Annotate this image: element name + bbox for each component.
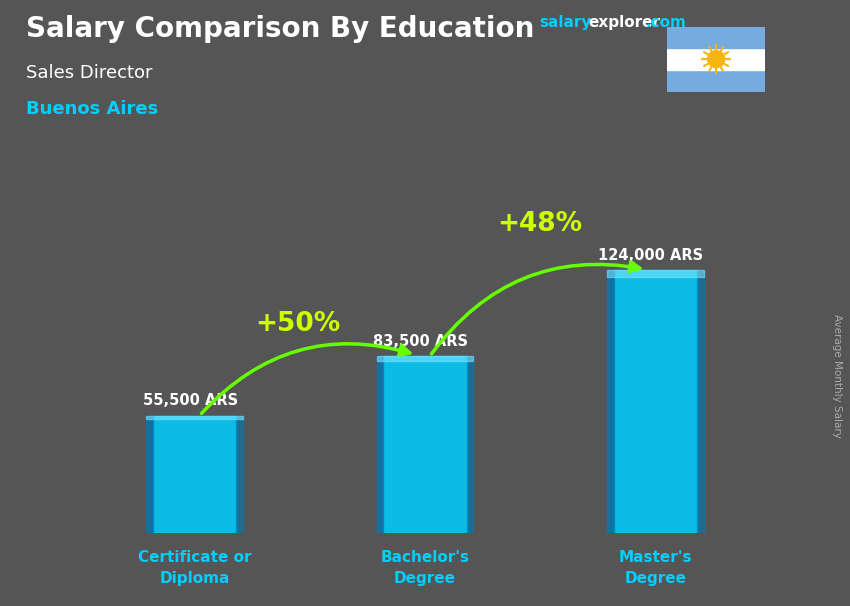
Circle shape bbox=[708, 51, 724, 67]
Bar bbox=[236, 416, 243, 533]
Bar bbox=[667, 48, 765, 70]
Text: 83,500 ARS: 83,500 ARS bbox=[373, 334, 468, 348]
Text: .com: .com bbox=[645, 15, 686, 30]
Text: 124,000 ARS: 124,000 ARS bbox=[598, 248, 703, 263]
Bar bbox=[667, 70, 765, 92]
Bar bbox=[377, 356, 383, 533]
Text: 55,500 ARS: 55,500 ARS bbox=[143, 393, 238, 408]
Bar bbox=[146, 416, 243, 419]
Text: +50%: +50% bbox=[256, 311, 341, 336]
Text: Salary Comparison By Education: Salary Comparison By Education bbox=[26, 15, 534, 43]
Text: salary: salary bbox=[540, 15, 592, 30]
Text: Sales Director: Sales Director bbox=[26, 64, 152, 82]
Bar bbox=[153, 416, 236, 533]
Bar bbox=[614, 270, 697, 533]
Text: Average Monthly Salary: Average Monthly Salary bbox=[832, 314, 842, 438]
Text: explorer: explorer bbox=[588, 15, 660, 30]
FancyArrowPatch shape bbox=[432, 262, 640, 354]
Bar bbox=[467, 356, 473, 533]
Bar bbox=[146, 416, 153, 533]
Bar bbox=[383, 356, 467, 533]
Bar bbox=[607, 270, 704, 277]
Bar bbox=[697, 270, 704, 533]
Bar bbox=[607, 270, 614, 533]
FancyArrowPatch shape bbox=[201, 344, 410, 413]
Bar bbox=[377, 356, 473, 361]
Bar bbox=[667, 27, 765, 48]
Text: Buenos Aires: Buenos Aires bbox=[26, 100, 158, 118]
Text: +48%: +48% bbox=[497, 211, 583, 237]
